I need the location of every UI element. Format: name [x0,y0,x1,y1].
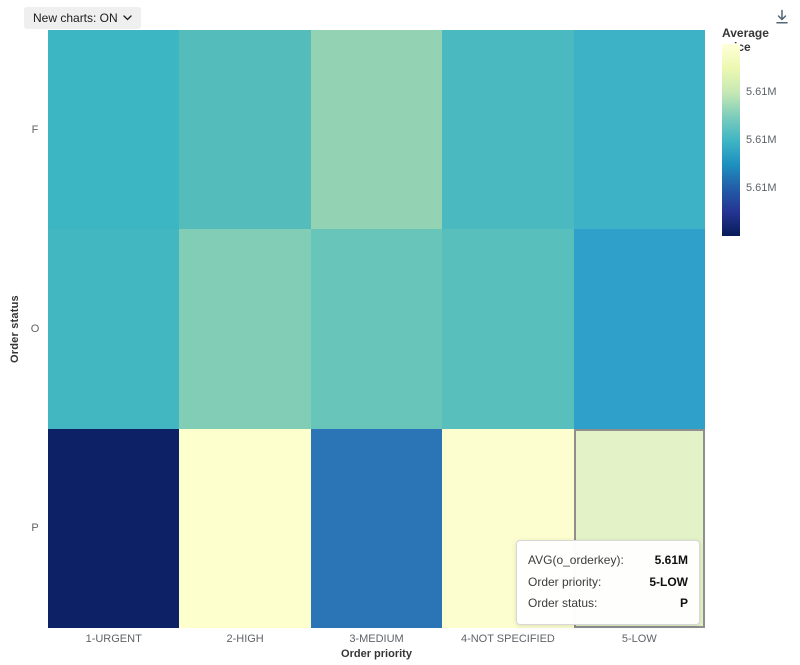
tooltip: AVG(o_orderkey): 5.61M Order priority: 5… [516,540,700,625]
new-charts-label: New charts: ON [33,11,118,25]
heatmap-cell[interactable] [310,428,443,628]
y-tick-label: P [31,522,39,535]
tooltip-row-status: Order status: P [528,593,688,615]
tooltip-metric-label: AVG(o_orderkey): [528,553,624,567]
heatmap-cell[interactable] [179,30,311,230]
x-axis-ticks: 1-URGENT 2-HIGH 3-MEDIUM 4-NOT SPECIFIED 5-L… [48,633,705,645]
new-charts-toggle[interactable]: New charts: ON [24,7,141,29]
tooltip-status-value: P [679,596,688,611]
heatmap-cell[interactable] [442,229,574,429]
download-icon [774,9,790,25]
chevron-down-icon [123,15,132,21]
heatmap-cell[interactable] [310,229,443,429]
tooltip-metric-value: 5.61M [654,553,688,567]
download-button[interactable] [770,5,794,32]
heatmap-cell[interactable] [310,30,443,230]
x-tick-label: 5-LOW [621,633,657,645]
x-tick-label: 3-MEDIUM [349,633,404,645]
x-tick-label: 1-URGENT [85,633,142,645]
heatmap-cell[interactable] [48,229,180,429]
x-axis-title: Order priority [341,648,412,660]
legend-tick-labels: 5.61M 5.61M 5.61M [746,44,798,236]
heatmap-cell[interactable] [179,229,311,429]
heatmap-grid [48,30,705,628]
legend-gradient-bar [722,44,740,236]
y-tick-label: F [31,123,39,136]
x-tick-label: 2-HIGH [226,633,264,645]
y-axis-title: Order status [9,295,21,363]
y-tick-label: O [30,322,40,335]
tooltip-status-label: Order status: [528,596,598,611]
heatmap-cell[interactable] [573,229,705,429]
x-tick-label: 4-NOT SPECIFIED [460,633,555,645]
tooltip-row-priority: Order priority: 5-LOW [528,572,688,594]
legend-tick-label: 5.61M [746,86,777,98]
legend-tick-label: 5.61M [746,134,777,146]
tooltip-row-metric: AVG(o_orderkey): 5.61M [528,550,688,572]
heatmap-cell[interactable] [573,30,705,230]
heatmap-cell[interactable] [48,428,180,628]
tooltip-priority-label: Order priority: [528,574,602,589]
tooltip-priority-value: 5-LOW [649,574,688,589]
heatmap-cell[interactable] [48,30,180,230]
legend-tick-label: 5.61M [746,182,777,194]
y-axis-ticks: F O P [26,30,44,628]
heatmap-cell[interactable] [442,30,574,230]
heatmap-cell[interactable] [179,428,311,628]
